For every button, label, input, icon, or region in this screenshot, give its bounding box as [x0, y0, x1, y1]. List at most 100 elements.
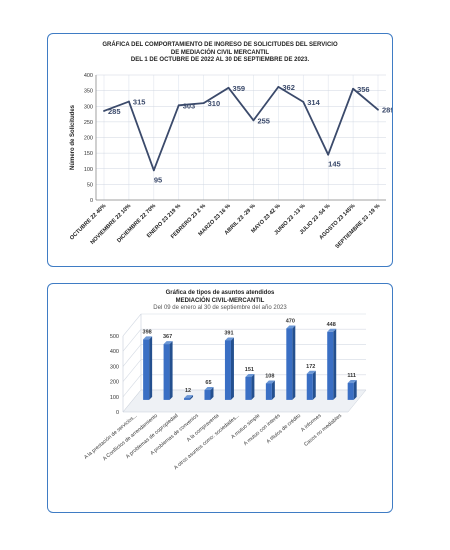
data-label: 314 — [307, 98, 320, 107]
line-chart-panel: GRÁFICA DEL COMPORTAMIENTO DE INGRESO DE… — [47, 33, 393, 267]
bar-side — [312, 370, 316, 400]
data-label: 172 — [306, 364, 315, 370]
data-point — [302, 100, 305, 103]
y-tick-label: 0 — [116, 410, 119, 416]
bar-side — [210, 387, 214, 400]
y-tick-label: 400 — [84, 73, 93, 79]
bar — [347, 383, 354, 400]
y-tick-label: 150 — [84, 151, 93, 157]
y-axis-label: Número de Solicitudes — [70, 104, 76, 170]
bar-side — [149, 336, 153, 400]
x-tick-label: A mutuo con interés — [243, 413, 282, 447]
bar-side — [353, 380, 357, 400]
line-chart-title-3: DEL 1 DE OCTUBRE DE 2022 AL 30 DE SEPTIE… — [130, 57, 310, 63]
bar-top — [306, 370, 316, 374]
bar-side — [333, 328, 337, 400]
bar-top — [163, 341, 173, 345]
data-point — [377, 108, 379, 111]
data-point — [227, 86, 230, 89]
series-line — [103, 85, 379, 172]
bar-top — [184, 395, 194, 399]
data-label: 356 — [357, 85, 370, 94]
y-tick-label: 200 — [84, 136, 93, 142]
data-point — [152, 169, 155, 172]
data-point — [252, 119, 255, 122]
data-label: 111 — [347, 373, 356, 379]
bar — [245, 376, 252, 400]
bar-top — [347, 380, 357, 384]
bar-side — [271, 380, 275, 400]
y-tick-label: 50 — [87, 182, 93, 188]
chart-floor — [122, 389, 367, 413]
y-tick-label: 350 — [84, 89, 93, 95]
side-grid-line — [122, 359, 142, 382]
y-tick-label: 200 — [110, 380, 119, 386]
data-label: 145 — [328, 160, 341, 169]
data-label: 315 — [133, 98, 146, 107]
data-point — [177, 104, 180, 107]
line-chart-svg: 0 50 100 150 200 250 300 350 400 Número de Solici… — [69, 73, 393, 250]
side-grid-line — [122, 313, 142, 337]
bar — [286, 328, 293, 400]
data-label: 285 — [108, 107, 121, 116]
line-chart-title-1: GRÁFICA DEL COMPORTAMIENTO DE INGRESO DE… — [102, 42, 338, 48]
side-grid-line — [122, 329, 142, 352]
side-grid-line — [122, 374, 142, 397]
bar-top — [224, 337, 234, 341]
bar — [143, 339, 150, 400]
data-point — [277, 85, 280, 88]
x-tick-label: SEPTIEMBRE 23 -19 % — [335, 203, 382, 250]
bar-top — [245, 373, 255, 377]
data-point — [327, 153, 330, 156]
data-label: 12 — [185, 388, 191, 394]
bar-chart-title-1: Gráfica de tipos de asuntos atendidos — [165, 290, 275, 296]
data-label: 108 — [265, 373, 274, 379]
bar-side — [251, 373, 255, 400]
bar-top — [204, 387, 214, 391]
y-tick-label: 300 — [84, 104, 93, 110]
data-label: 310 — [208, 99, 221, 108]
bar — [327, 331, 334, 400]
data-label: 255 — [257, 116, 270, 125]
x-tick-label: Casos no mediables — [303, 413, 343, 448]
bar-top — [286, 325, 296, 329]
y-tick-label: 400 — [110, 349, 119, 355]
bar-chart-title-3: Del 09 de enero al 30 de septiembre del … — [153, 305, 287, 311]
data-label: 289 — [382, 106, 393, 115]
bar-top — [327, 328, 337, 332]
y-tick-label: 250 — [84, 120, 93, 126]
line-chart-title-2: DE MEDIACIÓN CIVIL MERCANTIL — [170, 49, 270, 56]
bar — [224, 340, 231, 400]
bar — [204, 390, 211, 400]
data-label: 391 — [224, 330, 233, 336]
data-point — [352, 87, 354, 90]
bar — [306, 373, 313, 400]
data-point — [202, 102, 205, 105]
bar-side — [230, 337, 234, 400]
bar — [184, 398, 191, 400]
bar-side — [292, 325, 296, 400]
y-tick-label: 0 — [90, 198, 93, 204]
data-label: 359 — [233, 84, 246, 93]
bar-top — [143, 336, 153, 340]
data-point — [128, 100, 130, 103]
bar-chart-panel: Gráfica de tipos de asuntos atendidos ME… — [47, 283, 393, 513]
data-label: 65 — [205, 380, 211, 386]
data-label: 398 — [143, 329, 152, 335]
data-label: 303 — [183, 101, 196, 110]
bar — [163, 344, 170, 400]
bar-side — [190, 395, 194, 400]
bar — [265, 383, 272, 400]
y-tick-label: 100 — [84, 167, 93, 173]
data-label: 95 — [154, 175, 162, 184]
data-point — [103, 110, 105, 112]
bar-top — [265, 380, 275, 384]
y-tick-label: 100 — [110, 395, 119, 401]
data-label: 367 — [163, 334, 172, 340]
data-label: 470 — [286, 318, 295, 324]
side-grid-line — [122, 344, 142, 367]
data-label: 362 — [282, 83, 295, 92]
y-tick-label: 500 — [110, 334, 119, 340]
bar-chart-title-2: MEDIACIÓN CIVIL-MERCANTIL — [175, 297, 265, 304]
